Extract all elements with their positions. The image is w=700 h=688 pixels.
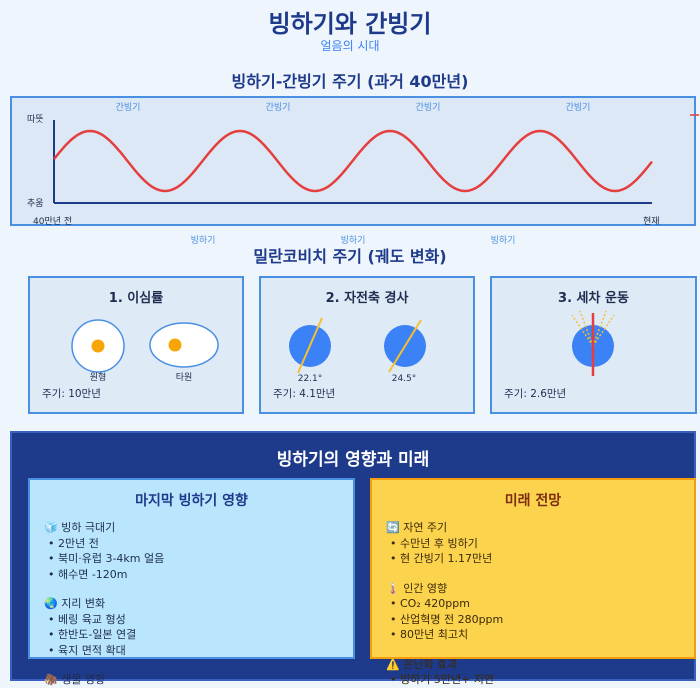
info-group: 🌏 지리 변화 • 베링 육교 형성 • 한반도-일본 연결 • 육지 면적 확대: [44, 596, 353, 658]
past-groups: 🧊 빙하 극대기 • 2만년 전 • 북미·유럽 3-4km 얼음 • 해수면 -12…: [30, 520, 353, 688]
group-item: • 80만년 최고치: [390, 628, 469, 641]
info-group: 🧊 빙하 극대기 • 2만년 전 • 북미·유럽 3-4km 얼음 • 해수면 -12…: [44, 520, 353, 582]
axis-line: [388, 319, 422, 373]
group-heading: 🔄 자연 주기: [386, 521, 448, 534]
card-period: 주기: 2.6만년: [504, 388, 567, 400]
info-group: 🦣 생물 영향: [44, 672, 353, 688]
group-item: • 육지 면적 확대: [48, 643, 126, 657]
card-title: 2. 자전축 경사: [325, 291, 409, 306]
temperature-wave: [53, 129, 653, 193]
interglacial-label: 간빙기: [116, 102, 141, 113]
tilt-label: 22.1°: [298, 374, 323, 384]
card-obliquity: 2. 자전축 경사 22.1° 24.5° 주기: 4.1만년: [259, 276, 475, 414]
group-item: • 빙하기 5만년+ 지연: [390, 673, 495, 686]
info-group: 🌡️ 인간 영향 • CO₂ 420ppm • 산업혁명 전 280ppm • 80만…: [386, 581, 694, 643]
group-heading: 🌡️ 인간 영향: [386, 581, 448, 595]
tilt-label: 24.5°: [392, 374, 417, 384]
sun: [91, 339, 105, 353]
impact-panel: 빙하기의 영향과 미래 마지막 빙하기 영향 🧊 빙하 극대기 • 2만년 전 • …: [10, 431, 696, 686]
cycle-title: 빙하기-간빙기 주기 (과거 40만년): [231, 72, 469, 91]
sun: [168, 338, 182, 352]
box-title: 미래 전망: [504, 493, 562, 509]
group-item: • 해수면 -120m: [48, 567, 128, 581]
group-item: • 2만년 전: [48, 536, 99, 550]
card-title: 1. 이심률: [108, 291, 164, 306]
group-item: • 북미·유럽 3-4km 얼음: [48, 552, 165, 565]
glacial-label: 빙하기: [341, 235, 366, 246]
group-item: • 현 간빙기 1.17만년: [390, 552, 493, 565]
interglacial-label: 간빙기: [566, 102, 591, 113]
card-eccentricity: 1. 이심률 원형 타원 주기: 10만년: [28, 276, 244, 414]
obliquity-figure: 22.1° 24.5°: [289, 317, 426, 384]
end-label: 현재: [643, 216, 660, 227]
future-groups: 🔄 자연 주기 • 수만년 후 빙하기 • 현 간빙기 1.17만년 🌡️ 인간 영향…: [372, 520, 694, 688]
impact-title: 빙하기의 영향과 미래: [276, 450, 430, 470]
warm-label: 따뜻: [27, 114, 44, 125]
group-heading: 🌏 지리 변화: [44, 597, 106, 610]
start-label: 40만년 전: [33, 216, 72, 227]
info-group: ⚠️ 온난화 효과 • 빙하기 5만년+ 지연: [386, 657, 694, 688]
milankovitch-title: 밀란코비치 주기 (궤도 변화): [253, 247, 447, 266]
eccentricity-figure: 원형 타원: [71, 319, 219, 383]
past-box: 마지막 빙하기 영향 🧊 빙하 극대기 • 2만년 전 • 북미·유럽 3-4km …: [28, 478, 355, 686]
info-group: 🔄 자연 주기 • 수만년 후 빙하기 • 현 간빙기 1.17만년: [386, 520, 694, 567]
card-precession: 3. 세차 운동 주기: 2.6만년: [490, 276, 697, 414]
cold-label: 추움: [27, 198, 44, 209]
glacial-label: 빙하기: [191, 235, 216, 246]
page-title: 빙하기와 간빙기: [268, 10, 432, 38]
elliptical-orbit: [149, 322, 219, 368]
interglacial-label: 간빙기: [266, 102, 291, 113]
interglacial-label: 간빙기: [416, 102, 441, 113]
group-item: • CO₂ 420ppm: [390, 597, 470, 610]
group-heading: ⚠️ 온난화 효과: [386, 657, 458, 671]
group-item: • 수만년 후 빙하기: [390, 536, 478, 550]
future-box: 미래 전망 🔄 자연 주기 • 수만년 후 빙하기 • 현 간빙기 1.17만년 🌡️…: [370, 478, 696, 686]
group-heading: 🦣 생물 영향: [44, 673, 106, 686]
precession-figure: [571, 310, 615, 376]
orbit-label: 타원: [176, 372, 193, 383]
page-subtitle: 얼음의 시대: [320, 39, 380, 53]
card-period: 주기: 4.1만년: [273, 388, 336, 400]
axis-line: [297, 317, 323, 374]
glacial-label: 빙하기: [491, 235, 516, 246]
group-item: • 한반도-일본 연결: [48, 628, 137, 641]
group-heading: 🧊 빙하 극대기: [44, 521, 116, 534]
card-period: 주기: 10만년: [42, 388, 101, 400]
group-item: • 산업혁명 전 280ppm: [390, 612, 504, 626]
card-title: 3. 세차 운동: [558, 291, 629, 306]
group-item: • 베링 육교 형성: [48, 612, 126, 626]
orbit-label: 원형: [90, 372, 107, 383]
box-title: 마지막 빙하기 영향: [135, 493, 248, 509]
